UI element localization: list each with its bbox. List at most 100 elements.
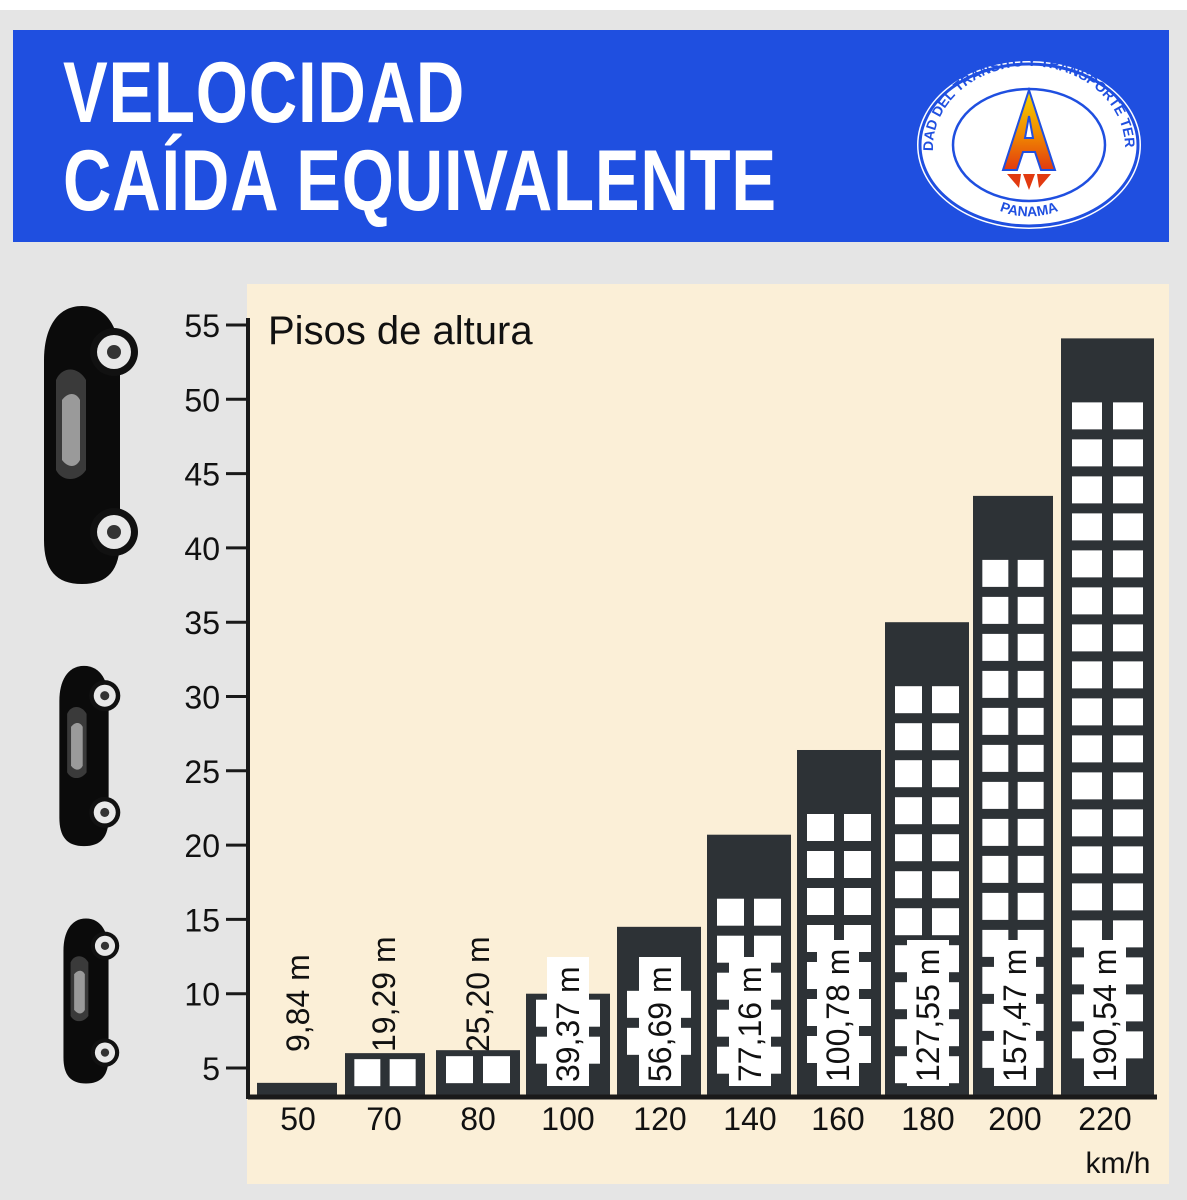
- building-window: [1113, 550, 1143, 578]
- building-window: [1017, 633, 1044, 661]
- building-window: [895, 871, 922, 899]
- y-tick-label: 35: [184, 605, 220, 641]
- building-window: [932, 908, 959, 936]
- building-window: [807, 850, 834, 878]
- y-tick-label: 20: [184, 828, 220, 864]
- data-label: 56,69 m: [642, 966, 678, 1082]
- x-tick-label: 180: [901, 1101, 954, 1137]
- data-label-bg: [817, 940, 859, 1086]
- building-window: [1072, 883, 1102, 911]
- building-window: [932, 723, 959, 751]
- attt-logo-icon: AUTORIDAD DEL TRANSITO Y TRANSPORTE TERR…: [915, 60, 1141, 229]
- building-window: [1113, 587, 1143, 615]
- building-window: [932, 834, 959, 862]
- building-window: [1072, 698, 1102, 726]
- building-window: [982, 670, 1009, 698]
- data-label: 100,78 m: [820, 949, 856, 1082]
- building-window: [1113, 402, 1143, 430]
- data-label-bg: [547, 957, 589, 1086]
- y-tick-label: 10: [184, 977, 220, 1013]
- building-window: [807, 813, 834, 841]
- building-window: [1072, 624, 1102, 652]
- building-window: [1072, 735, 1102, 763]
- data-label: 39,37 m: [550, 966, 586, 1082]
- building-window: [982, 781, 1009, 809]
- building-window: [1072, 846, 1102, 874]
- x-tick-label: 100: [541, 1101, 594, 1137]
- y-tick-label: 55: [184, 308, 220, 344]
- data-label-bg: [907, 940, 949, 1086]
- building-window: [982, 892, 1009, 920]
- data-label: 9,84 m: [280, 954, 316, 1052]
- building-window: [1017, 818, 1044, 846]
- building-window: [1072, 513, 1102, 541]
- building-window: [1113, 809, 1143, 837]
- building-window: [982, 855, 1009, 883]
- building-window: [1072, 550, 1102, 578]
- data-label-bg: [729, 957, 771, 1086]
- data-label: 77,16 m: [732, 966, 768, 1082]
- building-window: [1113, 439, 1143, 467]
- x-axis-label: km/h: [1085, 1147, 1150, 1180]
- page-title: VELOCIDAD: [63, 45, 466, 141]
- building-window: [1017, 892, 1044, 920]
- building-window: [1017, 596, 1044, 624]
- building-window: [1113, 513, 1143, 541]
- building-window: [1113, 624, 1143, 652]
- building-window: [844, 850, 871, 878]
- building-window: [982, 707, 1009, 735]
- building-window: [1072, 402, 1102, 430]
- building-window: [982, 559, 1009, 587]
- building-window: [1113, 772, 1143, 800]
- page-subtitle: CAÍDA EQUIVALENTE: [63, 133, 777, 229]
- building-window: [895, 723, 922, 751]
- building-window: [1113, 846, 1143, 874]
- building-window: [982, 596, 1009, 624]
- x-tick-label: 50: [280, 1101, 316, 1137]
- y-tick-label: 50: [184, 382, 220, 418]
- logo-bottom-text: PANAMA: [998, 199, 1059, 220]
- chart-title: Pisos de altura: [268, 309, 533, 353]
- data-label: 19,29 m: [366, 936, 402, 1052]
- data-label-bg: [639, 957, 681, 1086]
- building-window: [932, 797, 959, 825]
- data-label: 157,47 m: [997, 949, 1033, 1082]
- building-window: [932, 686, 959, 714]
- data-label: 127,55 m: [910, 949, 946, 1082]
- building-window: [754, 898, 781, 926]
- y-tick-label: 25: [184, 754, 220, 790]
- building-window: [1017, 781, 1044, 809]
- building-window: [982, 633, 1009, 661]
- building-window: [1113, 883, 1143, 911]
- building-window: [982, 818, 1009, 846]
- x-tick-label: 120: [633, 1101, 686, 1137]
- building-window: [354, 1059, 381, 1087]
- data-label: 190,54 m: [1087, 949, 1123, 1082]
- building-window: [1017, 559, 1044, 587]
- building-window: [1113, 661, 1143, 689]
- building-window: [844, 887, 871, 915]
- building-window: [446, 1056, 473, 1084]
- building-window: [895, 908, 922, 936]
- x-tick-label: 160: [811, 1101, 864, 1137]
- building-window: [895, 760, 922, 788]
- building-window: [1113, 698, 1143, 726]
- building-window: [932, 871, 959, 899]
- building-window: [895, 834, 922, 862]
- building-window: [1017, 744, 1044, 772]
- data-label: 25,20 m: [460, 936, 496, 1052]
- car-large-icon: [44, 306, 138, 584]
- building-window: [982, 744, 1009, 772]
- svg-text:PANAMA: PANAMA: [998, 199, 1059, 220]
- building-window: [1072, 587, 1102, 615]
- data-label-bg: [1084, 940, 1126, 1086]
- x-tick-label: 220: [1078, 1101, 1131, 1137]
- building-window: [1072, 661, 1102, 689]
- y-tick-label: 40: [184, 531, 220, 567]
- building-window: [895, 797, 922, 825]
- building-window: [1017, 855, 1044, 883]
- y-tick-label: 5: [202, 1051, 220, 1087]
- building-window: [1017, 707, 1044, 735]
- building-window: [717, 898, 744, 926]
